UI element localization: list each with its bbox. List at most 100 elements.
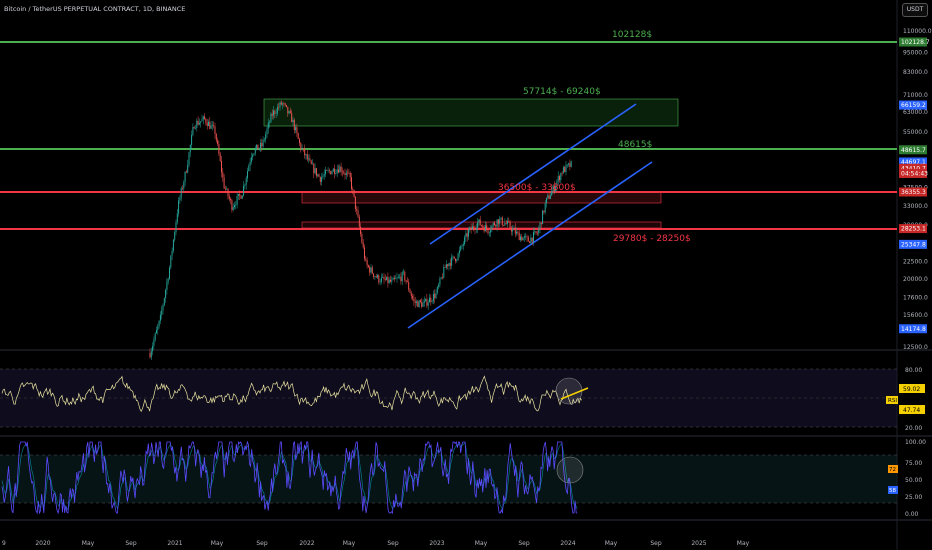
- candle-body: [336, 169, 338, 174]
- candle-body: [180, 188, 182, 198]
- candle-body: [312, 163, 313, 165]
- candle-body: [237, 194, 239, 197]
- candle-body: [378, 275, 380, 283]
- channel-lower-trendline[interactable]: [407, 161, 653, 329]
- candle-body: [188, 152, 190, 165]
- candle-body: [513, 227, 515, 229]
- candle-body: [548, 195, 550, 199]
- candle-body: [339, 166, 341, 173]
- candle-body: [430, 297, 432, 302]
- time-tick: May: [737, 540, 750, 547]
- time-tick: May: [343, 540, 356, 547]
- candle-body: [176, 213, 178, 223]
- candle-body: [191, 134, 193, 146]
- candle-body: [270, 113, 272, 123]
- candle-body: [516, 231, 518, 234]
- candle-body: [473, 226, 475, 229]
- rsi-highlight-circle[interactable]: [555, 377, 583, 405]
- candle-body: [552, 185, 554, 192]
- candle-body: [235, 204, 237, 206]
- candle-body: [445, 264, 447, 268]
- candle-body: [247, 171, 248, 179]
- candle-body: [495, 225, 497, 227]
- candle-body: [232, 207, 234, 210]
- candle-body: [521, 236, 523, 241]
- candle-body: [358, 216, 360, 227]
- candle-body: [239, 194, 241, 196]
- candle-body: [367, 265, 369, 268]
- currency-button[interactable]: USDT: [902, 3, 928, 17]
- candle-body: [525, 236, 527, 237]
- candle-body: [429, 297, 430, 303]
- candle-body: [509, 221, 511, 228]
- candle-body: [570, 160, 572, 167]
- candle-body: [250, 157, 252, 162]
- candle-body: [209, 121, 211, 129]
- candle-body: [549, 195, 551, 199]
- stoch-highlight-circle[interactable]: [556, 456, 584, 484]
- candle-body: [302, 148, 304, 150]
- candle-body: [223, 177, 225, 189]
- rsi-band: [0, 369, 897, 427]
- price-tick: 83000.0: [903, 69, 928, 76]
- candle-body: [492, 222, 494, 226]
- candle-body: [508, 220, 510, 222]
- candle-body: [274, 110, 276, 114]
- candle-body: [315, 168, 317, 176]
- price-axis-labels: 102128.7 66159.2 48615.7 44697.143410.704:5…: [899, 37, 930, 334]
- candle-body: [421, 302, 423, 307]
- candle-body: [182, 188, 183, 189]
- stoch-k-badge: [888, 465, 898, 473]
- candle-body: [448, 263, 450, 267]
- price-label-text: 48615.7: [901, 147, 926, 154]
- candle-body: [491, 225, 493, 231]
- candle-body: [185, 171, 187, 173]
- candle-body: [215, 134, 217, 141]
- rsi-trendline[interactable]: [560, 387, 589, 400]
- candle-body: [371, 267, 373, 274]
- candle-body: [373, 273, 375, 277]
- candle-body: [205, 118, 207, 123]
- candle-body: [465, 233, 467, 238]
- candle-body: [258, 148, 260, 150]
- time-axis[interactable]: 9 2020 May Sep 2021 May Sep 2022 May Sep 2023 May Se…: [2, 540, 750, 547]
- candle-body: [321, 177, 323, 182]
- chart-title: Bitcoin / TetherUS PERPETUAL CONTRACT, 1…: [4, 5, 186, 13]
- price-tick: 110000.0: [903, 28, 932, 35]
- price-label-text: 66159.2: [901, 102, 926, 109]
- candle-body: [265, 134, 267, 140]
- channel-upper-trendline[interactable]: [429, 103, 637, 245]
- candle-body: [405, 279, 407, 282]
- candle-body: [557, 176, 559, 182]
- supply-zone-upper[interactable]: [263, 98, 679, 127]
- candle-body: [149, 352, 151, 358]
- candle-body: [499, 219, 501, 224]
- candle-body: [556, 181, 558, 187]
- rsi-name-badge[interactable]: [886, 396, 898, 404]
- candle-body: [419, 300, 421, 303]
- candle-body: [471, 226, 473, 230]
- candle-body: [534, 231, 536, 233]
- candle-body: [468, 230, 469, 237]
- candle-body: [257, 144, 259, 150]
- candle-body: [226, 188, 228, 190]
- candle-body: [227, 188, 229, 197]
- candle-body: [282, 103, 284, 105]
- candle-body: [494, 222, 495, 226]
- rsi-value-2: 47.74: [903, 407, 920, 414]
- candle-body: [380, 277, 382, 282]
- rsi-name: RSI: [888, 398, 897, 404]
- candle-body: [175, 222, 177, 233]
- candle-body: [157, 326, 159, 331]
- candle-body: [412, 296, 414, 299]
- candle-body: [382, 276, 384, 278]
- candle-body: [252, 154, 254, 158]
- candle-body: [456, 259, 458, 261]
- candle-body: [422, 302, 424, 307]
- candle-body: [260, 142, 261, 149]
- price-label-badge: [899, 145, 927, 155]
- candle-body: [447, 264, 449, 267]
- candle-body: [538, 229, 540, 234]
- candle-body: [562, 167, 564, 174]
